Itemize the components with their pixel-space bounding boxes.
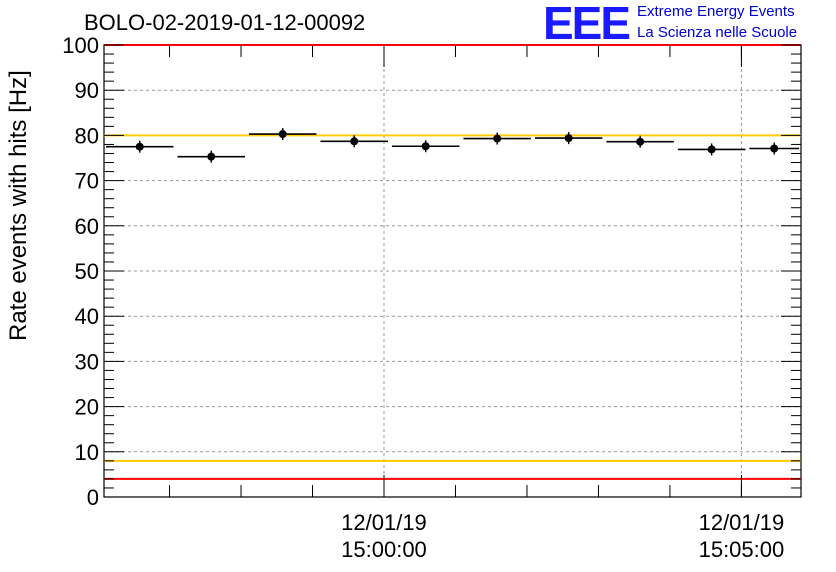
axis-ticks	[104, 44, 801, 498]
reference-lines	[104, 44, 801, 480]
x-tick-label-date: 12/01/19	[341, 510, 427, 535]
chart-title: BOLO-02-2019-01-12-00092	[84, 10, 366, 35]
y-tick-label: 90	[75, 78, 99, 103]
y-axis-label: Rate events with hits [Hz]	[5, 70, 32, 341]
y-tick-labels: 0 10 20 30 40 50 60 70 80 90 100	[62, 33, 99, 510]
data-point-marker	[278, 130, 287, 139]
grid	[104, 45, 801, 497]
data-point-marker	[135, 142, 144, 151]
y-tick-label: 70	[75, 169, 99, 194]
y-tick-label: 80	[75, 123, 99, 148]
x-tick-label-time: 15:00:00	[341, 537, 427, 562]
x-tick-label-time: 15:05:00	[699, 537, 785, 562]
x-tick-label-date: 12/01/19	[699, 510, 785, 535]
data-point-marker	[636, 137, 645, 146]
data-point-marker	[770, 144, 779, 153]
y-tick-label: 60	[75, 214, 99, 239]
y-tick-label: 20	[75, 395, 99, 420]
eee-logo: EEE	[543, 0, 631, 49]
y-tick-label: 10	[75, 440, 99, 465]
data-point-marker	[493, 134, 502, 143]
data-point-marker	[707, 145, 716, 154]
data-point-marker	[350, 137, 359, 146]
y-tick-label: 0	[87, 485, 99, 510]
data-point-marker	[421, 142, 430, 151]
y-tick-label: 50	[75, 259, 99, 284]
data-points	[106, 128, 799, 163]
logo-line-1: Extreme Energy Events	[637, 3, 795, 20]
y-tick-label: 30	[75, 349, 99, 374]
logo-line-2: La Scienza nelle Scuole	[637, 24, 798, 41]
data-point-marker	[564, 134, 573, 143]
y-tick-label: 40	[75, 304, 99, 329]
data-point-marker	[207, 152, 216, 161]
y-tick-label: 100	[62, 33, 99, 58]
